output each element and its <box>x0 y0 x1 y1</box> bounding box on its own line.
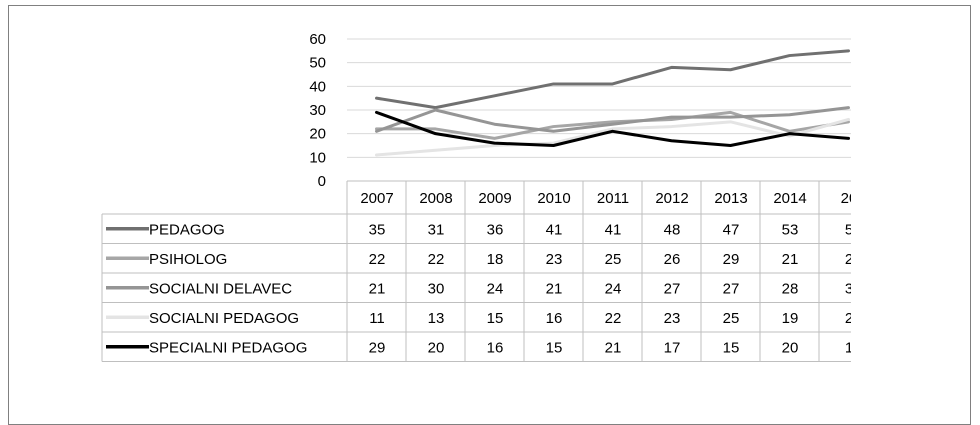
data-table-cell: 47 <box>723 221 740 238</box>
data-table-cell: 31 <box>428 221 445 238</box>
data-table-cell: 1 <box>845 339 851 356</box>
legend-label: SPECIALNI PEDAGOG <box>149 339 307 356</box>
y-tick-label: 60 <box>309 31 326 48</box>
legend-label: SOCIALNI DELAVEC <box>149 280 292 297</box>
data-table-cell: 41 <box>546 221 563 238</box>
chart-clip: 0 10 20 30 40 50 60 2007 2008 2009 2010 2011 2012 201… <box>9 6 851 421</box>
data-table-cell: 23 <box>546 251 563 268</box>
x-category-label: 2007 <box>360 190 393 207</box>
x-category-label: 2014 <box>773 190 806 207</box>
x-category-label: 20 <box>841 190 851 207</box>
data-table-cell: 20 <box>428 339 445 356</box>
x-category-label: 2011 <box>597 190 629 207</box>
series-line <box>375 106 850 133</box>
data-table-cell: 18 <box>487 251 504 268</box>
data-table-cell: 20 <box>782 339 799 356</box>
x-category-label: 2008 <box>419 190 452 207</box>
data-table-cell: 35 <box>369 221 386 238</box>
data-table-cell: 24 <box>487 280 504 297</box>
data-table-cell: 29 <box>723 251 740 268</box>
data-table-cell: 16 <box>487 339 504 356</box>
data-table-cell: 30 <box>428 280 445 297</box>
data-table-cell: 15 <box>487 310 504 327</box>
data-table-cell: 21 <box>782 251 799 268</box>
data-table-cell: 29 <box>369 339 386 356</box>
data-table-cell: 15 <box>546 339 563 356</box>
data-table-cell: 28 <box>782 280 799 297</box>
legend-label: SOCIALNI PEDAGOG <box>149 310 299 327</box>
data-table-cell: 21 <box>369 280 386 297</box>
y-tick-label: 0 <box>318 173 326 190</box>
data-table-cell: 22 <box>605 310 622 327</box>
chart-frame: 0 10 20 30 40 50 60 2007 2008 2009 2010 2011 2012 201… <box>8 5 971 425</box>
data-table-cell: 23 <box>664 310 681 327</box>
data-table-cell: 53 <box>782 221 799 238</box>
data-table-cell: 41 <box>605 221 622 238</box>
data-table-cell: 27 <box>664 280 681 297</box>
y-tick-label: 10 <box>309 149 326 166</box>
data-table-cell: 25 <box>605 251 622 268</box>
data-table-cell: 13 <box>428 310 445 327</box>
data-table-cell: 16 <box>546 310 563 327</box>
data-table-cell: 25 <box>723 310 740 327</box>
x-category-label: 2012 <box>655 190 688 207</box>
legend-label: PEDAGOG <box>149 221 225 238</box>
data-table-cell: 22 <box>369 251 386 268</box>
data-table-cell: 36 <box>487 221 504 238</box>
data-table-cell: 27 <box>723 280 740 297</box>
legend-label: PSIHOLOG <box>149 251 227 268</box>
data-table-cell: 17 <box>664 339 681 356</box>
x-category-label: 2010 <box>537 190 570 207</box>
series-line <box>375 110 850 147</box>
y-tick-label: 50 <box>309 55 326 72</box>
data-table-cell: 11 <box>369 310 385 327</box>
data-table-cell: 2 <box>845 310 851 327</box>
series-line <box>375 110 850 140</box>
data-table-cell: 21 <box>546 280 563 297</box>
data-table-cell: 19 <box>782 310 799 327</box>
data-table-cell: 21 <box>605 339 622 356</box>
data-table-cell: 3 <box>845 280 851 297</box>
series-line <box>375 117 850 157</box>
data-table-cell: 26 <box>664 251 681 268</box>
series-line <box>375 49 850 110</box>
y-tick-label: 20 <box>309 126 326 143</box>
data-table-cell: 24 <box>605 280 622 297</box>
x-category-label: 2013 <box>714 190 747 207</box>
data-table-cell: 2 <box>845 251 851 268</box>
y-tick-label: 30 <box>309 102 326 119</box>
data-table-cell: 48 <box>664 221 681 238</box>
data-table-cell: 15 <box>723 339 740 356</box>
data-table-cell: 5 <box>845 221 851 238</box>
y-tick-label: 40 <box>309 78 326 95</box>
x-category-label: 2009 <box>478 190 511 207</box>
data-table-cell: 22 <box>428 251 445 268</box>
